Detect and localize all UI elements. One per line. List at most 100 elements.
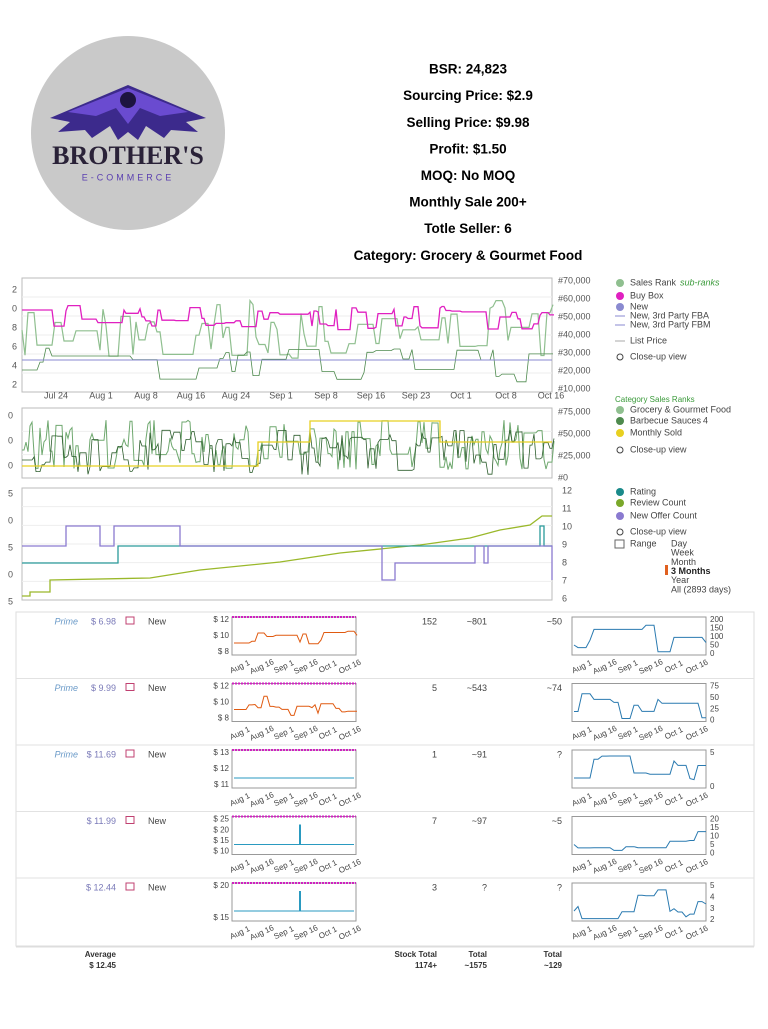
legend-title: Category Sales Ranks [615, 395, 695, 404]
legend-label: Close-up view [630, 351, 687, 361]
mini-chart [231, 749, 357, 789]
y2-tick-label: #50,000 [558, 311, 591, 321]
x-tick-label: Aug 1 [228, 658, 251, 675]
x-tick-label: Sep 16 [637, 790, 664, 809]
x-tick-label: Oct 16 [538, 390, 565, 400]
x-tick-label: Oct 16 [684, 923, 710, 941]
offer-other: ? [557, 749, 562, 759]
y2-tick-label: 5 [710, 840, 715, 849]
offer-condition: New [148, 816, 167, 826]
y-tick-label: 0 [8, 435, 13, 445]
legend-label: Grocery & Gourmet Food [630, 404, 731, 414]
offer-other: ~50 [547, 616, 562, 626]
offer-price: $ 11.69 [87, 749, 116, 759]
legend-label: Buy Box [630, 290, 664, 300]
y-tick-label: $ 8 [218, 714, 230, 723]
info-line: Category: Grocery & Gourmet Food [354, 248, 583, 263]
y2-tick-label: #10,000 [558, 383, 591, 393]
offer-stock: 152 [422, 616, 437, 626]
x-tick-label: Aug 16 [177, 390, 206, 400]
x-tick-label: Sep 1 [272, 857, 295, 874]
range-option: 3 Months [671, 566, 711, 576]
x-tick-label: Aug 1 [228, 857, 251, 874]
footer-value: ~1575 [465, 961, 488, 970]
x-tick-label: Sep 1 [616, 924, 639, 941]
x-tick-label: Oct 1 [663, 858, 685, 874]
y-tick-label: 0 [8, 515, 13, 525]
offer-other: ~5 [552, 816, 562, 826]
x-tick-label: Sep 1 [616, 658, 639, 675]
y2-tick-label: 9 [562, 539, 567, 549]
y-tick-label: $ 12 [213, 615, 229, 624]
footer-label: Average [85, 950, 117, 959]
trace [22, 429, 555, 475]
y2-tick-label: #25,000 [558, 450, 591, 460]
y-tick-label: 0 [12, 303, 17, 313]
y-tick-label: $ 10 [213, 698, 229, 707]
x-tick-label: Aug 16 [591, 923, 618, 942]
range-option: All (2893 days) [671, 584, 731, 594]
info-line: Monthly Sale 200+ [409, 195, 527, 210]
y-tick-label: 0 [8, 460, 13, 470]
x-tick-label: Oct 1 [317, 725, 339, 741]
mini-chart [231, 882, 357, 922]
x-tick-label: Oct 1 [317, 791, 339, 807]
y2-tick-label: 10 [710, 832, 719, 841]
mini-chart [571, 616, 707, 656]
y2-tick-label: 0 [710, 716, 715, 725]
x-tick-label: Sep 16 [292, 723, 319, 742]
trace [22, 420, 552, 467]
x-tick-label: Aug 16 [591, 856, 618, 875]
y2-tick-label: 5 [710, 881, 715, 890]
legend-swatch [616, 292, 624, 300]
y2-tick-label: 7 [562, 575, 567, 585]
y2-tick-label: 5 [710, 748, 715, 757]
y-tick-label: 2 [12, 379, 17, 389]
x-tick-label: Aug 1 [570, 658, 593, 675]
y2-tick-label: 0 [710, 782, 715, 791]
x-tick-label: Aug 1 [570, 857, 593, 874]
logo-eagle [50, 85, 206, 140]
legend-swatch [616, 417, 624, 425]
x-tick-label: Sep 8 [314, 390, 338, 400]
y2-tick-label: 15 [710, 823, 719, 832]
y-tick-label: 8 [12, 322, 17, 332]
offer-condition: New [148, 749, 167, 759]
mini-chart [571, 816, 707, 855]
y2-tick-label: 20 [710, 815, 719, 824]
y2-tick-label: #50,000 [558, 428, 591, 438]
y-tick-label: 2 [12, 284, 17, 294]
legend-label: Close-up view [630, 526, 687, 536]
offer-condition: New [148, 616, 167, 626]
x-tick-label: Sep 1 [272, 791, 295, 808]
info-line: Selling Price: $9.98 [406, 115, 530, 130]
x-tick-label: Sep 16 [292, 856, 319, 875]
y-tick-label: 0 [8, 569, 13, 579]
legend-label: New, 3rd Party FBA [630, 310, 709, 320]
y-tick-label: $ 10 [213, 631, 229, 640]
trace [22, 515, 552, 597]
y-tick-label: $ 15 [213, 836, 229, 845]
x-tick-label: Oct 16 [684, 724, 710, 742]
offer-price: $ 9.99 [91, 683, 116, 693]
x-tick-label: Aug 1 [570, 724, 593, 741]
offers-table [15, 611, 755, 947]
y-tick-label: 4 [12, 360, 17, 370]
offer-stock: 1 [432, 749, 437, 759]
legend-swatch [616, 499, 624, 507]
range-option: Week [671, 548, 694, 558]
offer-stock: 3 [432, 882, 437, 892]
x-tick-label: Sep 1 [616, 791, 639, 808]
trace [573, 831, 706, 851]
y-tick-label: $ 12 [213, 764, 229, 773]
y2-tick-label: #75,000 [558, 406, 591, 416]
x-tick-label: Sep 23 [402, 390, 431, 400]
offer-sold: ~801 [467, 616, 487, 626]
footer-label: Total [543, 950, 562, 959]
y2-tick-label: 4 [710, 892, 715, 901]
x-tick-label: Oct 1 [663, 725, 685, 741]
legend-swatch [616, 512, 624, 520]
y2-tick-label: 10 [562, 521, 572, 531]
legend-label: Close-up view [630, 444, 687, 454]
edit-icon [125, 882, 135, 891]
